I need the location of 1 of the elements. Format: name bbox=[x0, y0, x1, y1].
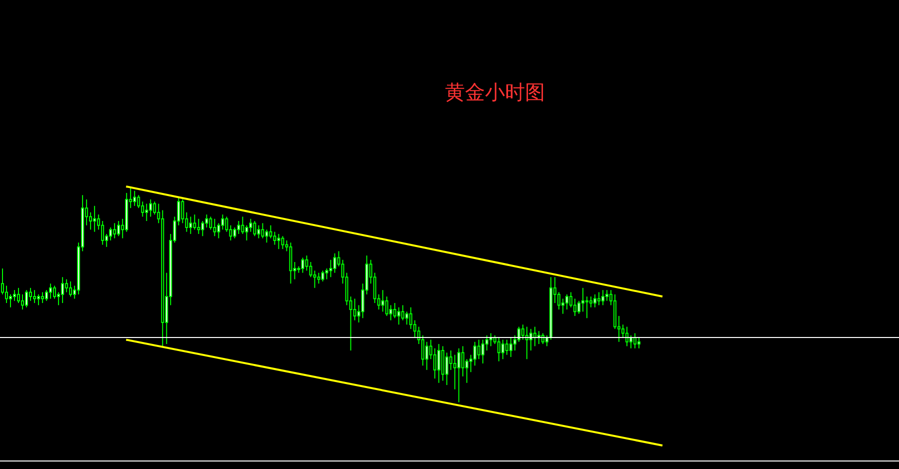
chart-title: 黄金小时图 bbox=[445, 79, 545, 106]
